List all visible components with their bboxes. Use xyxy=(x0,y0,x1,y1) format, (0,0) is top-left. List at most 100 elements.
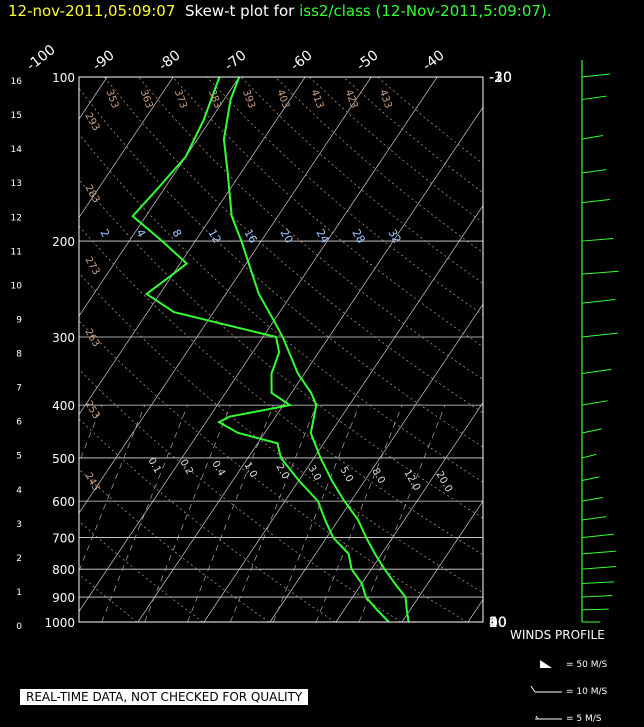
dry-adiabat-433 xyxy=(377,77,483,165)
isotherm-10 xyxy=(401,500,483,622)
isotherm--10 xyxy=(269,303,483,622)
height-label-13: 13 xyxy=(11,179,22,189)
wind-barb xyxy=(581,73,610,78)
right-temp-label--10: 10 xyxy=(489,615,507,631)
height-label-0: 0 xyxy=(16,622,22,632)
wind-barb xyxy=(581,169,607,174)
theta-top-label-433: 433 xyxy=(377,88,394,110)
theta-left-label-273: 273 xyxy=(82,255,101,277)
theta-left-label-253: 253 xyxy=(82,399,101,421)
isotherm--50 xyxy=(79,77,372,514)
height-label-15: 15 xyxy=(11,111,22,121)
wind-barb xyxy=(581,476,600,481)
temperature-line xyxy=(222,77,410,622)
mixing-label-12: 12 xyxy=(205,227,223,246)
dewpoint-line xyxy=(131,77,390,622)
height-label-6: 6 xyxy=(16,418,22,428)
wind-barb xyxy=(581,299,616,304)
right-temp-label--30: 30 xyxy=(489,615,507,631)
pressure-label-100: 100 xyxy=(52,71,75,85)
pressure-label-400: 400 xyxy=(52,399,75,413)
right-temp-label-30: -30 xyxy=(489,70,512,86)
theta-top-label-393: 393 xyxy=(240,88,257,110)
wind-legend-5: = 5 M/S xyxy=(566,714,602,724)
wind-barb xyxy=(581,496,603,502)
title-datetime: 12-nov-2011,05:09:07 xyxy=(8,2,176,20)
theta-left-label-283: 283 xyxy=(82,183,101,205)
pressure-label-300: 300 xyxy=(52,331,75,345)
dry-adiabat-303 xyxy=(79,272,483,594)
dry-adiabat-263 xyxy=(79,468,270,622)
isotherm--20 xyxy=(203,204,483,622)
dry-adiabat-383 xyxy=(206,77,483,316)
pressure-label-800: 800 xyxy=(52,563,75,577)
theta-top-label-413: 413 xyxy=(308,88,325,110)
wind-barb xyxy=(581,453,597,459)
dry-adiabat-253 xyxy=(79,520,204,622)
dry-adiabat-423 xyxy=(343,77,483,194)
wind-barb xyxy=(581,238,614,242)
right-temp-label-0: 0 xyxy=(489,615,498,631)
wind-profile xyxy=(581,60,619,623)
dry-adiabat-243 xyxy=(79,573,138,622)
dry-adiabat-413 xyxy=(309,77,483,223)
quality-notice: REAL-TIME DATA, NOT CHECKED FOR QUALITY xyxy=(20,689,309,705)
wind-barb xyxy=(581,550,617,555)
pressure-label-700: 700 xyxy=(52,532,75,546)
height-label-5: 5 xyxy=(16,452,22,462)
barb-50-symbol xyxy=(540,660,552,668)
dry-adiabat-343 xyxy=(79,87,483,448)
wind-barb xyxy=(581,199,610,204)
mixing-label-20: 20 xyxy=(277,227,295,246)
title-prefix: Skew-t plot for xyxy=(184,2,295,20)
wind-barb xyxy=(581,135,603,140)
height-label-1: 1 xyxy=(16,588,22,598)
mixing-label-32: 32 xyxy=(385,227,403,246)
dry-adiabat-313 xyxy=(79,225,483,556)
mixing-line-2 xyxy=(79,404,146,572)
dry-adiabat-363 xyxy=(138,77,483,380)
pressure-label-900: 900 xyxy=(52,591,75,605)
winds-profile-label: WINDS PROFILE xyxy=(510,628,605,642)
mixing-label-low-9: 20.0 xyxy=(433,470,454,495)
mixing-label-2: 2 xyxy=(97,227,112,240)
wind-barb xyxy=(581,428,602,434)
theta-top-label-353: 353 xyxy=(103,88,120,110)
pressure-label-600: 600 xyxy=(52,495,75,509)
theta-top-label-403: 403 xyxy=(274,88,291,110)
dry-adiabat-393 xyxy=(240,77,483,284)
barb-10-symbol xyxy=(530,685,562,693)
mixing-line-5 xyxy=(187,404,274,622)
mixing-line-9 xyxy=(358,404,446,622)
mixing-label-low-6: 5.0 xyxy=(337,465,354,484)
wind-barb xyxy=(581,594,613,598)
mixing-line-1 xyxy=(79,404,103,464)
height-label-10: 10 xyxy=(11,281,23,291)
wind-barb xyxy=(581,581,614,585)
wind-barb xyxy=(581,516,607,521)
chart-title: 12-nov-2011,05:09:07 Skew-t plot for iss… xyxy=(8,2,552,20)
right-temp-label-20: -20 xyxy=(489,70,512,86)
height-label-4: 4 xyxy=(16,486,22,496)
isotherm--60 xyxy=(79,77,306,416)
mixing-label-28: 28 xyxy=(349,227,367,246)
pressure-label-1000: 1000 xyxy=(44,616,75,630)
wind-barb xyxy=(581,533,614,539)
dry-adiabat-353 xyxy=(104,77,483,414)
height-label-9: 9 xyxy=(16,315,22,325)
height-label-8: 8 xyxy=(16,350,22,360)
height-label-3: 3 xyxy=(16,520,22,530)
mixing-line-4 xyxy=(144,404,231,622)
theta-left-label-263: 263 xyxy=(82,327,101,349)
dry-adiabat-273 xyxy=(79,418,336,622)
dry-adiabat-283 xyxy=(79,368,402,622)
top-temp-label--80: -80 xyxy=(156,47,184,74)
mixing-label-low-4: 2.0 xyxy=(273,462,290,481)
right-temp-label--40: 40 xyxy=(489,615,507,631)
wind-legend-50: = 50 M/S xyxy=(566,660,608,670)
wind-barb xyxy=(581,565,617,570)
mixing-line-6 xyxy=(230,404,317,622)
isotherm-0 xyxy=(335,401,483,622)
wind-barb xyxy=(581,270,619,275)
mixing-line-8 xyxy=(315,404,403,622)
